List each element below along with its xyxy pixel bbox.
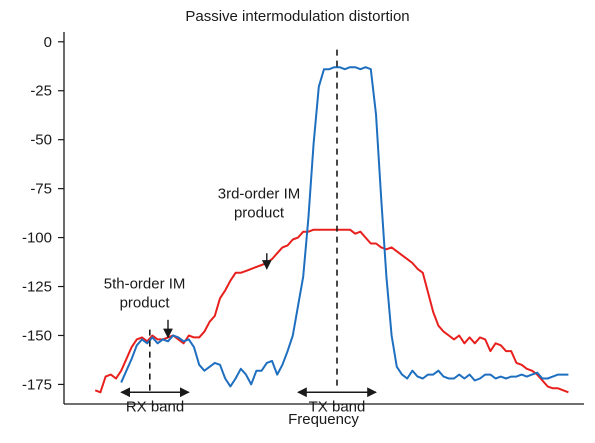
rx-band-label: RX band: [126, 398, 184, 415]
y-tick-label: -175: [22, 376, 52, 393]
fifth-order-label: 5th-order IM: [104, 275, 186, 292]
y-tick-label: 0: [44, 34, 52, 51]
y-tick-label: -150: [22, 327, 52, 344]
x-axis-label: Frequency: [288, 411, 359, 428]
y-tick-label: -125: [22, 279, 52, 296]
y-tick-label: -25: [30, 83, 52, 100]
third-order-label: product: [234, 204, 285, 221]
y-tick-label: -100: [22, 230, 52, 247]
third-order-label: 3rd-order IM: [218, 185, 301, 202]
y-tick-label: -75: [30, 181, 52, 198]
tx-band-label: TX band: [309, 398, 366, 415]
y-tick-label: -50: [30, 132, 52, 149]
chart-title: Passive intermodulation distortion: [185, 8, 410, 25]
blue-series-line: [120, 66, 569, 388]
fifth-order-label: product: [120, 294, 171, 311]
